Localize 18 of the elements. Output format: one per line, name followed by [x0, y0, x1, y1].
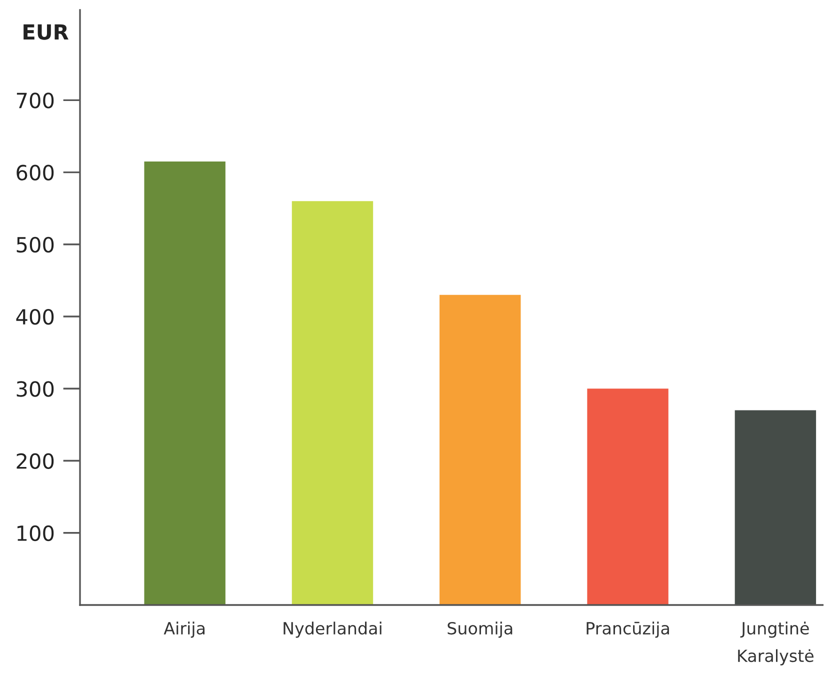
- bar: [440, 294, 521, 605]
- y-tick-label: 400: [16, 308, 54, 325]
- bar: [734, 410, 816, 605]
- x-tick-label: Airija: [164, 622, 204, 638]
- bar: [587, 388, 668, 605]
- bar: [144, 161, 226, 605]
- bar: [292, 201, 374, 605]
- x-tick-label: Jungtinė Karalystė: [738, 622, 814, 666]
- y-tick-label: 200: [16, 453, 54, 469]
- y-tick-label: 500: [16, 236, 54, 253]
- y-axis-title: EUR: [24, 24, 68, 40]
- y-tick-label: 100: [18, 525, 54, 542]
- y-tick-label: 300: [16, 381, 54, 397]
- y-tick-label: 700: [16, 92, 54, 108]
- y-tick-label: 600: [16, 164, 54, 180]
- x-tick-label: Prancūzija: [586, 622, 669, 638]
- x-tick-label: Nyderlandai: [284, 622, 382, 638]
- x-tick-label: Suomija: [448, 622, 512, 638]
